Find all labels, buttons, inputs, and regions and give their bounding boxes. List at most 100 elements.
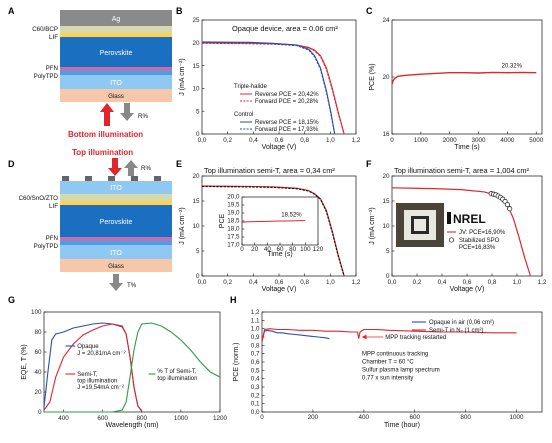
chart-g: 400 600 800 1000 1200 0 20 40 60 80 100 Wavelength …	[21, 309, 227, 429]
nrel-logo-bar	[447, 212, 451, 224]
arrow-down-t-icon	[109, 274, 123, 291]
label-lif-a: LIF	[49, 34, 58, 41]
y-tick-label: 19,5	[227, 202, 240, 209]
x-tick-label: 400	[359, 414, 370, 421]
legend-group-heading: Triple-halide	[234, 84, 267, 90]
y-tick-label: 0,2	[251, 392, 260, 399]
layer-top-ito	[60, 181, 172, 194]
chart-h: 0 200 400 600 800 10000,00,10,20,30,40,50,60,…	[233, 309, 543, 429]
x-tick-label: 800	[137, 415, 148, 422]
x-tick-label: 0,4	[249, 137, 258, 144]
finger-2	[85, 176, 92, 181]
layer-etl-d	[60, 194, 172, 201]
legend-entry-semit-line-1: top illumination	[77, 379, 117, 385]
layer-glass-d	[60, 259, 172, 272]
x-tick-label: 60	[276, 246, 284, 253]
y-tick-label: 0	[196, 131, 200, 138]
legend-entry-opaque-line-0: Opaque	[77, 344, 99, 350]
finger-4	[131, 176, 138, 181]
x-tick-label: 4000	[500, 137, 515, 144]
y-tick-label: 17,0	[227, 242, 240, 249]
x-tick-label: 1000	[414, 137, 429, 144]
chart-b: 0,0 0,2 0,4 0,6 0,8 1,0 1,2 0 5 10 15 20 25 Voltage (…	[179, 17, 361, 151]
y-tick-label: 1,1	[251, 317, 260, 324]
legend-entry-spo-line-1: PCE=16,83%	[459, 245, 496, 251]
x-tick-label: 400	[58, 415, 69, 422]
x-tick-label: 0,6	[275, 137, 284, 144]
x-tick-label: 100	[300, 246, 311, 253]
layer-pfn-d	[60, 237, 172, 241]
bottom-illumination-label: Bottom illumination	[68, 130, 143, 139]
x-tick-label: 0	[260, 414, 264, 421]
legend-entry-transmittance-line-1: top illumination	[157, 376, 197, 382]
layer-perovskite-d-label: Perovskite	[100, 219, 133, 226]
legend-entry-opaque-line-1: J = 20,81mA cm⁻²	[77, 351, 125, 357]
x-axis-label: Voltage (V)	[262, 286, 297, 293]
legend-entry-spo-line-0: Stabilized SPO	[459, 238, 500, 244]
y-tick-label: 0	[38, 409, 42, 416]
y-tick-label: 25	[192, 17, 200, 24]
y-tick-label: 1,2	[251, 309, 260, 316]
chart-title: Opaque device, area = 0.06 cm²	[232, 24, 338, 33]
chart-e: 0,0 0,2 0,4 0,6 0,8 1,0 1,2 0 5 10 15 20 Voltage (V)…	[179, 166, 361, 293]
x-tick-label: 0,2	[223, 137, 232, 144]
layer-ito-label: ITO	[110, 80, 122, 87]
y-tick-label: 20,0	[227, 194, 240, 201]
y-tick-label: 10	[192, 86, 200, 93]
y-tick-label: 20	[34, 389, 42, 396]
plot-frame	[43, 311, 221, 413]
x-tick-label: 0,8	[300, 137, 309, 144]
chart-title: Top illumination semi-T, area = 1,004 cm…	[394, 166, 529, 175]
series-line-1	[201, 42, 345, 135]
y-tick-label: 0,6	[251, 359, 260, 366]
y-tick-label: 0,7	[251, 351, 260, 358]
y-tick-label: 20	[382, 173, 390, 180]
plot-frame	[201, 19, 357, 135]
photo-window	[414, 219, 426, 231]
x-axis-label: Voltage (V)	[262, 144, 297, 151]
legend-entry-semit-line-2: J =19,54mA cm⁻²	[77, 385, 124, 391]
x-tick-label: 600	[409, 414, 420, 421]
device-stack-d: ITO Perovskite ITO Glass	[60, 176, 172, 272]
layer-bottom-ito	[60, 245, 172, 259]
label-c60-sno-zto: C60/SnO/ZTO	[19, 195, 59, 202]
x-tick-label: 20	[251, 246, 259, 253]
x-tick-label: 0,2	[223, 279, 232, 286]
y-tick-label: 20	[192, 40, 200, 47]
chart-title: Top illumination semi-T, area = 0,34 cm²	[204, 166, 335, 175]
series-line-0	[391, 71, 537, 85]
x-tick-label: 3000	[472, 137, 487, 144]
panel-letter-g: G	[8, 295, 15, 305]
layer-glass-label: Glass	[108, 93, 124, 100]
legend-swatch-spo	[448, 237, 455, 243]
x-tick-label: 0,6	[275, 279, 284, 286]
layer-bottom-ito-label: ITO	[110, 250, 122, 257]
y-tick-label: 60	[34, 349, 42, 356]
arrow-up-icon	[100, 103, 114, 126]
label-lif-d: LIF	[49, 203, 58, 210]
chart-f: 0,0 0,2 0,4 0,6 0,8 1,0 1,2 0 5 10 15 20 Voltage (V)…	[369, 166, 547, 293]
x-tick-label: 1000	[174, 415, 189, 422]
x-tick-label: 5000	[529, 137, 544, 144]
y-tick-label: 0,1	[251, 401, 260, 408]
x-tick-label: 800	[460, 414, 471, 421]
y-tick-label: 0,8	[251, 342, 260, 349]
x-tick-label: 1,2	[352, 137, 361, 144]
y-tick-label: 10	[192, 223, 200, 230]
y-tick-label: 18,0	[227, 226, 240, 233]
x-tick-label: 0,4	[438, 279, 447, 286]
note-line: 0.77 x sun intensity	[362, 375, 413, 381]
annotation-pce: 20.32%	[502, 63, 523, 69]
arrow-down-red-icon	[108, 158, 122, 176]
y-tick-label: 40	[34, 369, 42, 376]
x-tick-label: 1200	[213, 415, 228, 422]
y-tick-label: 0,5	[251, 367, 260, 374]
legend-entry: Reverse PCE = 18,15%	[255, 120, 319, 126]
y-tick-label: 0,0	[251, 409, 260, 416]
inset-annotation: 18,52%	[281, 213, 302, 219]
legend-entry: Forward PCE = 20,28%	[255, 99, 319, 105]
nrel-logo-icon: NREL	[447, 212, 486, 226]
y-tick-label: 100	[31, 309, 42, 316]
layer-ito	[60, 75, 172, 89]
